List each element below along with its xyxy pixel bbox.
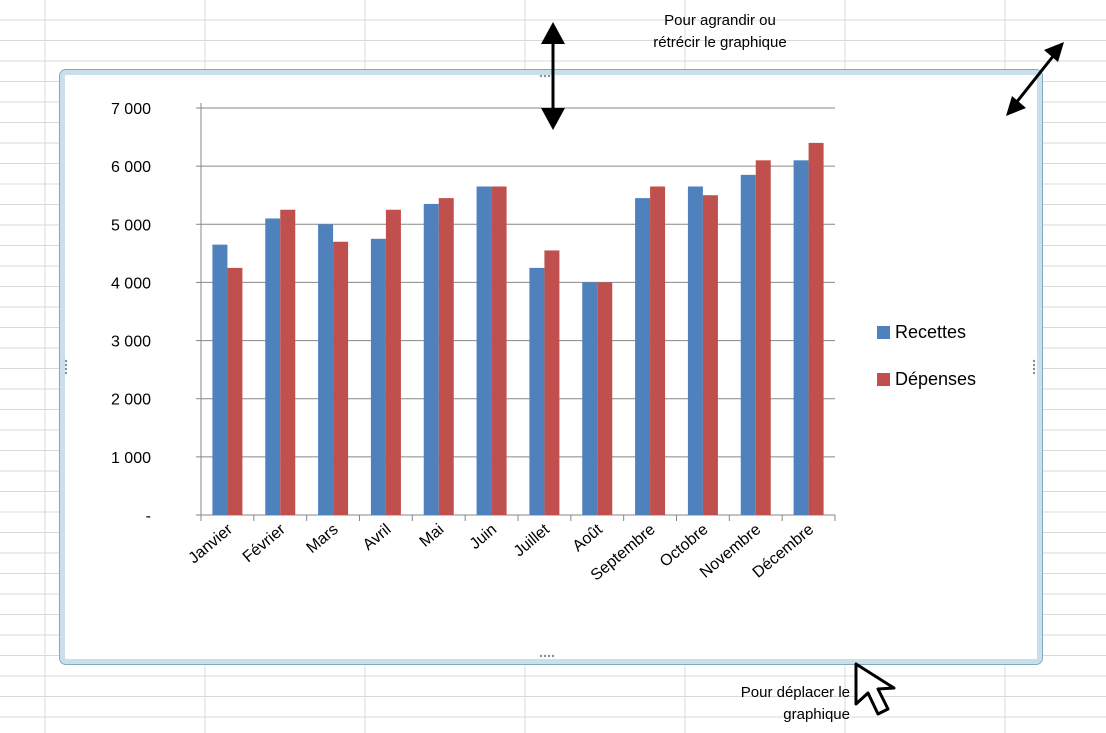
y-tick-label: 3 000: [111, 334, 151, 351]
depenses-bar-mars: [333, 241, 349, 515]
depenses-bar-novembre: [755, 160, 771, 515]
y-tick-label: 1 000: [111, 450, 151, 467]
resize-handle-dot[interactable]: [543, 654, 547, 658]
resize-handle-dot[interactable]: [539, 654, 543, 658]
recettes-bar-avril: [370, 238, 386, 516]
mouse-cursor-icon: [854, 662, 896, 716]
resize-handle-dot[interactable]: [65, 371, 68, 375]
y-tick-label: 2 000: [111, 392, 151, 409]
y-tick-label: 7 000: [111, 101, 151, 118]
depenses-bar-décembre: [808, 142, 824, 515]
recettes-bar-mai: [423, 203, 439, 515]
recettes-bar-mars: [318, 224, 334, 516]
resize-handle-dot[interactable]: [1032, 359, 1036, 363]
chart-frame[interactable]: - 1 000 2 000 3 000 4 000 5 000 6 000 7 000 Janv…: [59, 69, 1043, 665]
x-tick-label: Mai: [417, 521, 448, 551]
x-tick-label: Janvier: [186, 521, 237, 568]
bar-chart: - 1 000 2 000 3 000 4 000 5 000 6 000 7 000 Janv…: [65, 75, 1036, 658]
y-tick-label: 5 000: [111, 217, 151, 234]
move-note: Pour déplacer le graphique: [740, 684, 850, 723]
depenses-bar-mai: [438, 198, 454, 515]
y-tick-label: 6 000: [111, 159, 151, 176]
depenses-bar-octobre: [702, 195, 718, 515]
resize-handle-dot[interactable]: [65, 359, 68, 363]
x-tick-label: Juin: [467, 521, 500, 553]
recettes-bar-février: [265, 218, 281, 515]
x-tick-label: Avril: [360, 521, 395, 554]
depenses-bar-septembre: [650, 186, 666, 515]
depenses-bar-août: [597, 282, 613, 515]
resize-handle-dot[interactable]: [1032, 371, 1036, 375]
legend-label: Dépenses: [895, 369, 976, 389]
resize-handle-dot[interactable]: [1032, 367, 1036, 371]
depenses-bar-avril: [385, 209, 401, 515]
recettes-bar-septembre: [635, 198, 651, 515]
resize-note: Pour agrandir ou rétrécir le graphique: [653, 12, 787, 51]
recettes-bar-juin: [476, 186, 492, 515]
resize-handle-dot[interactable]: [543, 75, 547, 78]
diagonal-resize-arrow-icon: [1006, 42, 1064, 116]
x-tick-label: Février: [240, 521, 290, 566]
x-tick-label: Août: [570, 521, 607, 556]
recettes-bar-janvier: [212, 244, 228, 515]
recettes-bar-août: [582, 282, 598, 515]
legend-swatch: [877, 373, 890, 386]
resize-handle-dot[interactable]: [1032, 363, 1036, 367]
recettes-bar-juillet: [529, 267, 545, 515]
recettes-bar-octobre: [687, 186, 703, 515]
resize-handle-dot[interactable]: [65, 363, 68, 367]
recettes-bar-décembre: [793, 160, 809, 515]
resize-handle-dot[interactable]: [551, 654, 555, 658]
depenses-bar-juillet: [544, 250, 560, 515]
recettes-bar-novembre: [740, 174, 756, 515]
resize-handle-dot[interactable]: [539, 75, 543, 78]
legend-swatch: [877, 326, 890, 339]
x-tick-label: Mars: [303, 521, 341, 557]
depenses-bar-juin: [491, 186, 507, 515]
y-tick-label: -: [146, 508, 151, 525]
x-tick-label: Juillet: [511, 521, 554, 561]
legend-label: Recettes: [895, 322, 966, 342]
vertical-resize-arrow-icon: [541, 22, 565, 130]
resize-handle-dot[interactable]: [65, 367, 68, 371]
resize-handle-dot[interactable]: [547, 654, 551, 658]
resize-handle-dot[interactable]: [547, 75, 551, 78]
y-tick-label: 4 000: [111, 275, 151, 292]
depenses-bar-janvier: [227, 267, 243, 515]
depenses-bar-février: [280, 209, 296, 515]
